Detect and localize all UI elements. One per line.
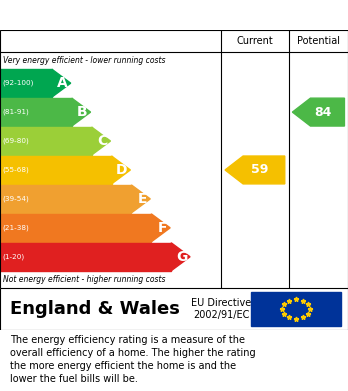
Text: EU Directive
2002/91/EC: EU Directive 2002/91/EC — [191, 298, 251, 320]
Bar — [0, 98, 72, 126]
Text: (92-100): (92-100) — [3, 80, 34, 86]
Polygon shape — [151, 214, 170, 242]
Polygon shape — [92, 127, 111, 155]
Text: (1-20): (1-20) — [3, 253, 25, 260]
Text: The energy efficiency rating is a measure of the
overall efficiency of a home. T: The energy efficiency rating is a measur… — [10, 335, 256, 384]
Text: A: A — [57, 76, 68, 90]
Text: Energy Efficiency Rating: Energy Efficiency Rating — [10, 7, 220, 23]
Text: 59: 59 — [251, 163, 268, 176]
Bar — [0, 69, 52, 97]
Polygon shape — [171, 243, 190, 271]
Text: (39-54): (39-54) — [3, 196, 30, 202]
Bar — [0, 185, 132, 213]
Bar — [0, 243, 171, 271]
Text: Current: Current — [237, 36, 273, 46]
Text: Not energy efficient - higher running costs: Not energy efficient - higher running co… — [3, 275, 166, 284]
Text: D: D — [116, 163, 128, 177]
Text: G: G — [176, 250, 187, 264]
Text: England & Wales: England & Wales — [10, 300, 180, 318]
Text: Very energy efficient - lower running costs: Very energy efficient - lower running co… — [3, 56, 166, 65]
Text: Potential: Potential — [297, 36, 340, 46]
Bar — [251, 292, 341, 326]
Text: F: F — [158, 221, 167, 235]
Text: (69-80): (69-80) — [3, 138, 30, 144]
Text: C: C — [97, 134, 108, 148]
Text: 84: 84 — [314, 106, 331, 118]
Text: (55-68): (55-68) — [3, 167, 30, 173]
Text: B: B — [77, 105, 88, 119]
Polygon shape — [132, 185, 150, 213]
Bar — [0, 127, 92, 155]
Polygon shape — [112, 156, 130, 184]
Polygon shape — [72, 98, 90, 126]
Text: (21-38): (21-38) — [3, 224, 30, 231]
Text: (81-91): (81-91) — [3, 109, 30, 115]
Bar — [0, 214, 151, 242]
Bar — [0, 156, 112, 184]
Polygon shape — [52, 69, 71, 97]
Text: E: E — [138, 192, 148, 206]
Polygon shape — [292, 98, 345, 126]
Polygon shape — [225, 156, 285, 184]
